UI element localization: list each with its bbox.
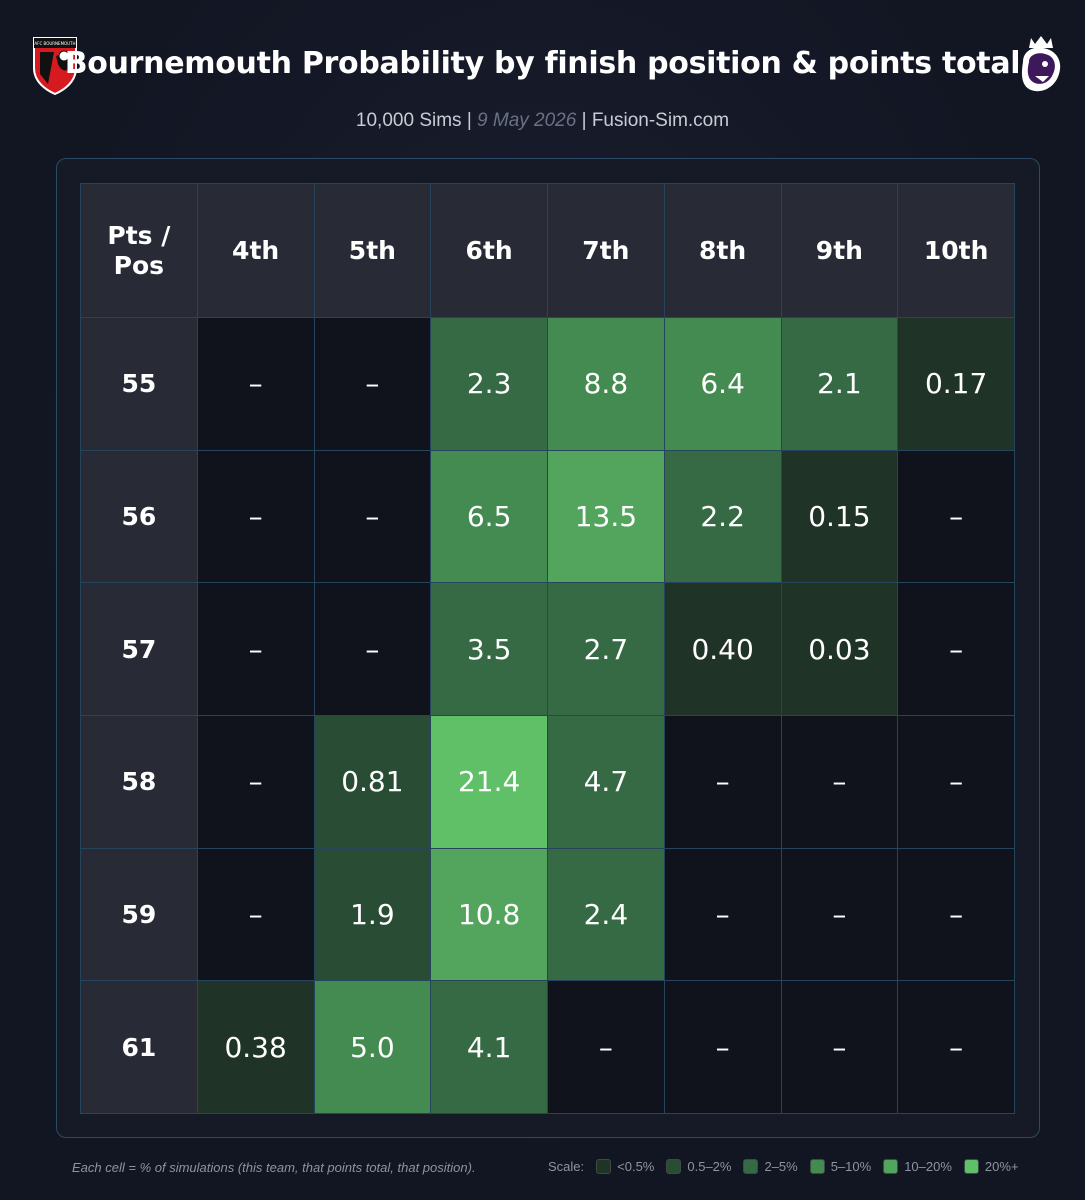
heatmap-cell: – bbox=[780, 980, 899, 1114]
table-row: 56– –6.5 13.5 2.2 0.15– bbox=[80, 449, 1015, 584]
heatmap-cell: – bbox=[780, 714, 899, 849]
heatmap-cell: – bbox=[313, 317, 432, 451]
heatmap-cell: 4.7 bbox=[547, 714, 665, 849]
heatmap-cell: – bbox=[897, 980, 1015, 1114]
heatmap-grid: Pts / Pos 4th 5th 6th 7th 8th 9th 10th 55– –2.3… bbox=[80, 183, 1015, 1114]
row-header-56: 56 bbox=[80, 449, 198, 584]
column-header-row: Pts / Pos 4th 5th 6th 7th 8th 9th 10th bbox=[80, 183, 1015, 318]
heatmap-table: Pts / Pos 4th 5th 6th 7th 8th 9th 10th 55– –2.3… bbox=[80, 183, 1015, 1114]
table-row: 57– –3.5 2.7 0.40 0.03– bbox=[80, 582, 1015, 716]
heatmap-cell: – bbox=[547, 980, 665, 1114]
scale-swatch bbox=[963, 1159, 979, 1174]
site-name: | Fusion-Sim.com bbox=[576, 110, 730, 131]
scale-legend-item: <0.5% bbox=[596, 1159, 654, 1174]
column-header-8th: 8th bbox=[663, 183, 782, 318]
heatmap-cell: – bbox=[196, 714, 315, 849]
heatmap-cell: 2.1 bbox=[780, 317, 899, 451]
chart-title: Bournemouth Probability by finish positi… bbox=[64, 46, 1021, 81]
table-row: 59–1.9 10.8 2.4– – – bbox=[80, 847, 1015, 982]
scale-swatch bbox=[743, 1159, 759, 1174]
row-header-61: 61 bbox=[80, 980, 198, 1114]
scale-legend-item: 10–20% bbox=[883, 1159, 952, 1174]
heatmap-cell: 0.15 bbox=[780, 449, 899, 584]
heatmap-cell: – bbox=[663, 847, 782, 982]
heatmap-cell: 2.2 bbox=[663, 449, 782, 584]
heatmap-cell: – bbox=[313, 582, 432, 716]
sims-count: 10,000 Sims | bbox=[355, 110, 478, 131]
heatmap-cell: – bbox=[196, 449, 315, 584]
heatmap-cell: – bbox=[196, 847, 315, 982]
heatmap-cell: 1.9 bbox=[313, 847, 432, 982]
heatmap-cell: – bbox=[897, 582, 1015, 716]
svg-text:AFC BOURNEMOUTH: AFC BOURNEMOUTH bbox=[34, 41, 75, 46]
row-header-55: 55 bbox=[80, 317, 198, 451]
heatmap-cell: – bbox=[663, 980, 782, 1114]
row-header-58: 58 bbox=[80, 714, 198, 849]
column-header-10th: 10th bbox=[897, 183, 1015, 318]
table-row: 58–0.81 21.4 4.7– – – bbox=[80, 714, 1015, 849]
footnote: Each cell = % of simulations (this team,… bbox=[72, 1160, 476, 1175]
sim-date: 9 May 2026 bbox=[477, 110, 577, 131]
scale-swatch-label: 20%+ bbox=[984, 1159, 1019, 1174]
scale-swatch-label: 2–5% bbox=[764, 1159, 798, 1174]
heatmap-cell: – bbox=[780, 847, 899, 982]
column-header-6th: 6th bbox=[430, 183, 548, 318]
heatmap-cell: – bbox=[313, 449, 432, 584]
heatmap-cell: – bbox=[196, 317, 315, 451]
heatmap-cell: 0.03 bbox=[780, 582, 899, 716]
heatmap-cell: 2.3 bbox=[430, 317, 548, 451]
bournemouth-crest-icon: AFC BOURNEMOUTH bbox=[30, 34, 80, 96]
heatmap-cell: 21.4 bbox=[430, 714, 548, 849]
heatmap-cell: 3.5 bbox=[430, 582, 548, 716]
heatmap-cell: 8.8 bbox=[547, 317, 665, 451]
corner-label: Pts / Pos bbox=[107, 220, 171, 280]
heatmap-cell: – bbox=[196, 582, 315, 716]
premier-league-lion-icon bbox=[1013, 32, 1069, 98]
column-header-4th: 4th bbox=[196, 183, 315, 318]
scale-legend-item: 5–10% bbox=[809, 1159, 872, 1174]
heatmap-cell: 10.8 bbox=[430, 847, 548, 982]
scale-swatch bbox=[883, 1159, 899, 1174]
column-header-7th: 7th bbox=[547, 183, 665, 318]
heatmap-cell: 13.5 bbox=[547, 449, 665, 584]
chart-subtitle: 10,000 Sims | 9 May 2026 | Fusion-Sim.co… bbox=[0, 110, 1085, 132]
row-header-57: 57 bbox=[80, 582, 198, 716]
heatmap-cell: – bbox=[897, 847, 1015, 982]
heatmap-cell: 2.4 bbox=[547, 847, 665, 982]
scale-swatch bbox=[596, 1159, 612, 1174]
scale-swatch bbox=[809, 1159, 825, 1174]
scale-label: Scale: bbox=[548, 1159, 585, 1174]
scale-swatch-label: 5–10% bbox=[830, 1159, 872, 1174]
scale-legend-item: 0.5–2% bbox=[666, 1159, 731, 1174]
heatmap-cell: 4.1 bbox=[430, 980, 548, 1114]
heatmap-cell: 0.17 bbox=[897, 317, 1015, 451]
table-row: 55– –2.3 8.8 6.4 2.1 0.17 bbox=[80, 317, 1015, 451]
column-header-9th: 9th bbox=[780, 183, 899, 318]
heatmap-cell: – bbox=[897, 449, 1015, 584]
heatmap-cell: 0.38 bbox=[196, 980, 315, 1114]
scale-swatch bbox=[666, 1159, 682, 1174]
scale-swatch-label: 10–20% bbox=[904, 1159, 952, 1174]
heatmap-cell: – bbox=[663, 714, 782, 849]
heatmap-cell: 0.40 bbox=[663, 582, 782, 716]
heatmap-cell: 6.4 bbox=[663, 317, 782, 451]
scale-legend-item: 2–5% bbox=[743, 1159, 798, 1174]
heatmap-cell: 2.7 bbox=[547, 582, 665, 716]
heatmap-cell: 0.81 bbox=[313, 714, 432, 849]
row-header-59: 59 bbox=[80, 847, 198, 982]
heatmap-cell: – bbox=[897, 714, 1015, 849]
heatmap-cell: 5.0 bbox=[313, 980, 432, 1114]
scale-legend-item: 20%+ bbox=[963, 1159, 1019, 1174]
corner-header: Pts / Pos bbox=[80, 183, 198, 318]
heatmap-cell: 6.5 bbox=[430, 449, 548, 584]
table-row: 61 0.38 5.0 4.1– – – – bbox=[80, 980, 1015, 1114]
column-header-5th: 5th bbox=[313, 183, 432, 318]
scale-legend: Scale: <0.5% 0.5–2% 2–5% 5–10% 10–20% 20%+ bbox=[548, 1159, 1031, 1174]
scale-swatch-label: 0.5–2% bbox=[687, 1159, 732, 1174]
scale-swatch-label: <0.5% bbox=[617, 1159, 655, 1174]
